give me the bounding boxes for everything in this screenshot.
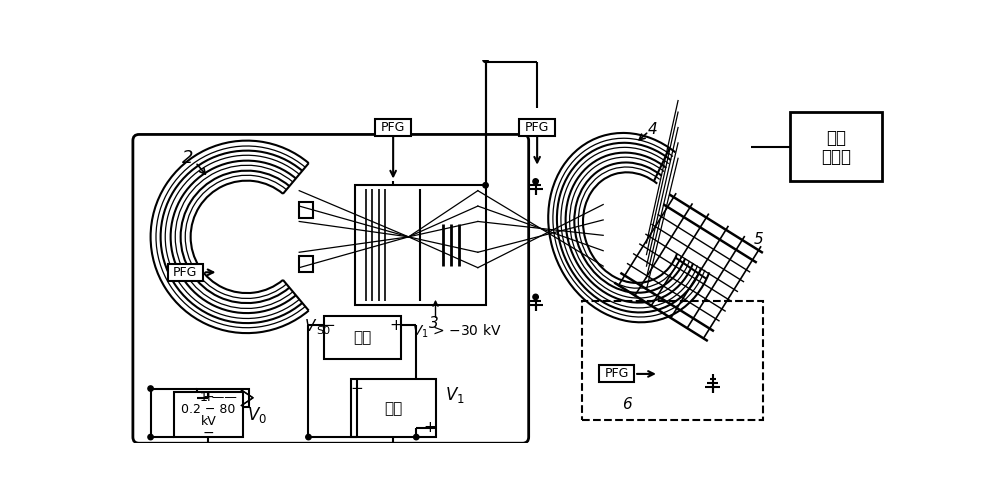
Text: 4: 4 [648, 122, 658, 136]
Text: +: + [390, 318, 403, 333]
Text: −: − [322, 318, 335, 333]
Bar [351, 379, 436, 437]
Bar [168, 264, 203, 281]
Text: 3: 3 [429, 316, 439, 331]
Circle shape [533, 294, 538, 300]
Text: −: − [351, 381, 363, 396]
Circle shape [148, 434, 153, 440]
Bar [299, 256, 313, 271]
Text: kV: kV [200, 415, 216, 428]
Bar [197, 388, 249, 407]
Bar [519, 119, 555, 136]
Text: 电源: 电源 [384, 401, 402, 416]
Bar [174, 392, 243, 437]
Bar [355, 185, 486, 305]
Circle shape [533, 179, 538, 184]
Text: $V_1$: $V_1$ [445, 385, 464, 405]
Text: $V_1$ > −30 kV: $V_1$ > −30 kV [412, 323, 502, 340]
Text: 控制器: 控制器 [821, 148, 851, 166]
Text: −: − [203, 425, 214, 439]
Circle shape [414, 434, 419, 440]
Circle shape [306, 434, 311, 440]
Text: 5: 5 [754, 232, 764, 247]
Text: $V_0$: $V_0$ [247, 405, 267, 425]
Text: 电源: 电源 [353, 330, 371, 345]
Bar [324, 316, 401, 359]
Text: PFG: PFG [381, 121, 405, 134]
Text: 2: 2 [182, 149, 193, 167]
Circle shape [483, 57, 488, 62]
Bar [582, 301, 763, 420]
Text: 多极: 多极 [826, 129, 846, 147]
Text: PFG: PFG [525, 121, 549, 134]
Text: +: + [423, 420, 436, 435]
Bar [299, 202, 313, 218]
Text: +: + [203, 390, 214, 404]
Text: PFG: PFG [604, 368, 629, 380]
Bar [599, 366, 634, 382]
Text: PFG: PFG [173, 266, 197, 279]
Text: 6: 6 [622, 397, 631, 412]
FancyBboxPatch shape [133, 134, 529, 443]
Bar [790, 112, 882, 181]
Text: 0.2 − 80: 0.2 − 80 [181, 403, 236, 416]
Circle shape [148, 386, 153, 391]
Circle shape [483, 183, 488, 188]
Bar [375, 119, 411, 136]
Text: S0: S0 [316, 326, 330, 336]
Text: V: V [305, 319, 315, 335]
Text: 1 ——: 1 —— [200, 391, 237, 404]
